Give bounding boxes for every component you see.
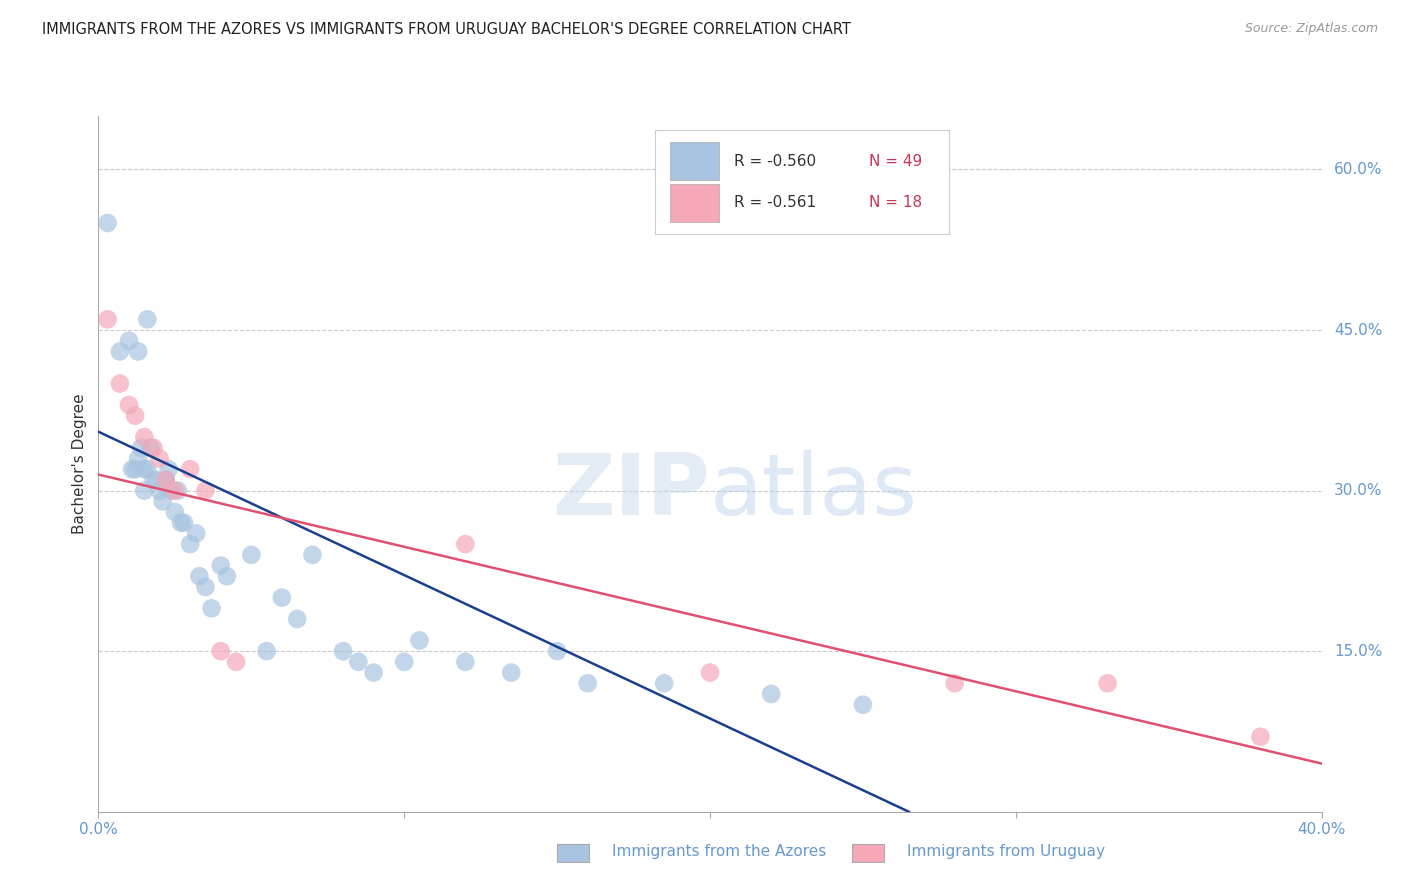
Point: [408, 633, 430, 648]
Point: [129, 441, 152, 455]
Point: [363, 665, 385, 680]
Text: R = -0.560: R = -0.560: [734, 153, 817, 169]
Point: [160, 483, 183, 498]
Text: 60.0%: 60.0%: [1334, 162, 1382, 177]
Text: Immigrants from the Azores: Immigrants from the Azores: [612, 845, 825, 859]
Text: Immigrants from Uruguay: Immigrants from Uruguay: [907, 845, 1105, 859]
Point: [118, 398, 141, 412]
Point: [699, 665, 721, 680]
Point: [136, 312, 159, 326]
Point: [270, 591, 292, 605]
Point: [285, 612, 308, 626]
Point: [145, 473, 167, 487]
Point: [155, 473, 177, 487]
Point: [501, 665, 523, 680]
Point: [194, 580, 217, 594]
Point: [108, 376, 131, 391]
FancyBboxPatch shape: [655, 130, 949, 235]
Point: [124, 462, 146, 476]
Text: ZIP: ZIP: [553, 450, 710, 533]
Point: [163, 505, 186, 519]
Point: [943, 676, 966, 690]
Point: [97, 216, 120, 230]
Point: [1249, 730, 1271, 744]
FancyBboxPatch shape: [669, 184, 718, 222]
Point: [301, 548, 323, 562]
Point: [134, 483, 156, 498]
Point: [454, 537, 477, 551]
Point: [209, 558, 232, 573]
Point: [136, 462, 159, 476]
Point: [1097, 676, 1119, 690]
Y-axis label: Bachelor's Degree: Bachelor's Degree: [72, 393, 87, 534]
Point: [652, 676, 675, 690]
Point: [134, 430, 156, 444]
Point: [186, 526, 208, 541]
Point: [256, 644, 278, 658]
Text: IMMIGRANTS FROM THE AZORES VS IMMIGRANTS FROM URUGUAY BACHELOR'S DEGREE CORRELAT: IMMIGRANTS FROM THE AZORES VS IMMIGRANTS…: [42, 22, 851, 37]
Point: [225, 655, 247, 669]
Point: [149, 451, 172, 466]
Point: [759, 687, 782, 701]
Point: [188, 569, 211, 583]
Point: [852, 698, 875, 712]
Point: [124, 409, 146, 423]
Text: Source: ZipAtlas.com: Source: ZipAtlas.com: [1244, 22, 1378, 36]
Point: [142, 441, 165, 455]
Point: [347, 655, 370, 669]
Point: [454, 655, 477, 669]
Point: [127, 344, 149, 359]
Text: N = 49: N = 49: [869, 153, 922, 169]
Point: [546, 644, 568, 658]
Point: [155, 473, 177, 487]
Point: [149, 483, 172, 498]
Point: [142, 473, 165, 487]
Point: [576, 676, 599, 690]
FancyBboxPatch shape: [557, 844, 589, 862]
Point: [139, 441, 162, 455]
Point: [108, 344, 131, 359]
Point: [240, 548, 263, 562]
Text: R = -0.561: R = -0.561: [734, 195, 817, 211]
Text: N = 18: N = 18: [869, 195, 922, 211]
Point: [332, 644, 354, 658]
Point: [170, 516, 193, 530]
Point: [167, 483, 190, 498]
Point: [194, 483, 217, 498]
Point: [163, 483, 186, 498]
Point: [157, 462, 180, 476]
Point: [134, 462, 156, 476]
Point: [209, 644, 232, 658]
Point: [215, 569, 238, 583]
Point: [155, 473, 177, 487]
Point: [173, 516, 195, 530]
Point: [118, 334, 141, 348]
Text: atlas: atlas: [710, 450, 918, 533]
FancyBboxPatch shape: [852, 844, 884, 862]
Text: 30.0%: 30.0%: [1334, 483, 1382, 498]
Point: [200, 601, 222, 615]
Point: [121, 462, 143, 476]
Point: [97, 312, 120, 326]
Text: 45.0%: 45.0%: [1334, 323, 1382, 337]
Point: [127, 451, 149, 466]
Point: [179, 537, 201, 551]
Point: [179, 462, 201, 476]
Point: [152, 494, 174, 508]
Point: [392, 655, 416, 669]
FancyBboxPatch shape: [669, 142, 718, 180]
Text: 15.0%: 15.0%: [1334, 644, 1382, 658]
